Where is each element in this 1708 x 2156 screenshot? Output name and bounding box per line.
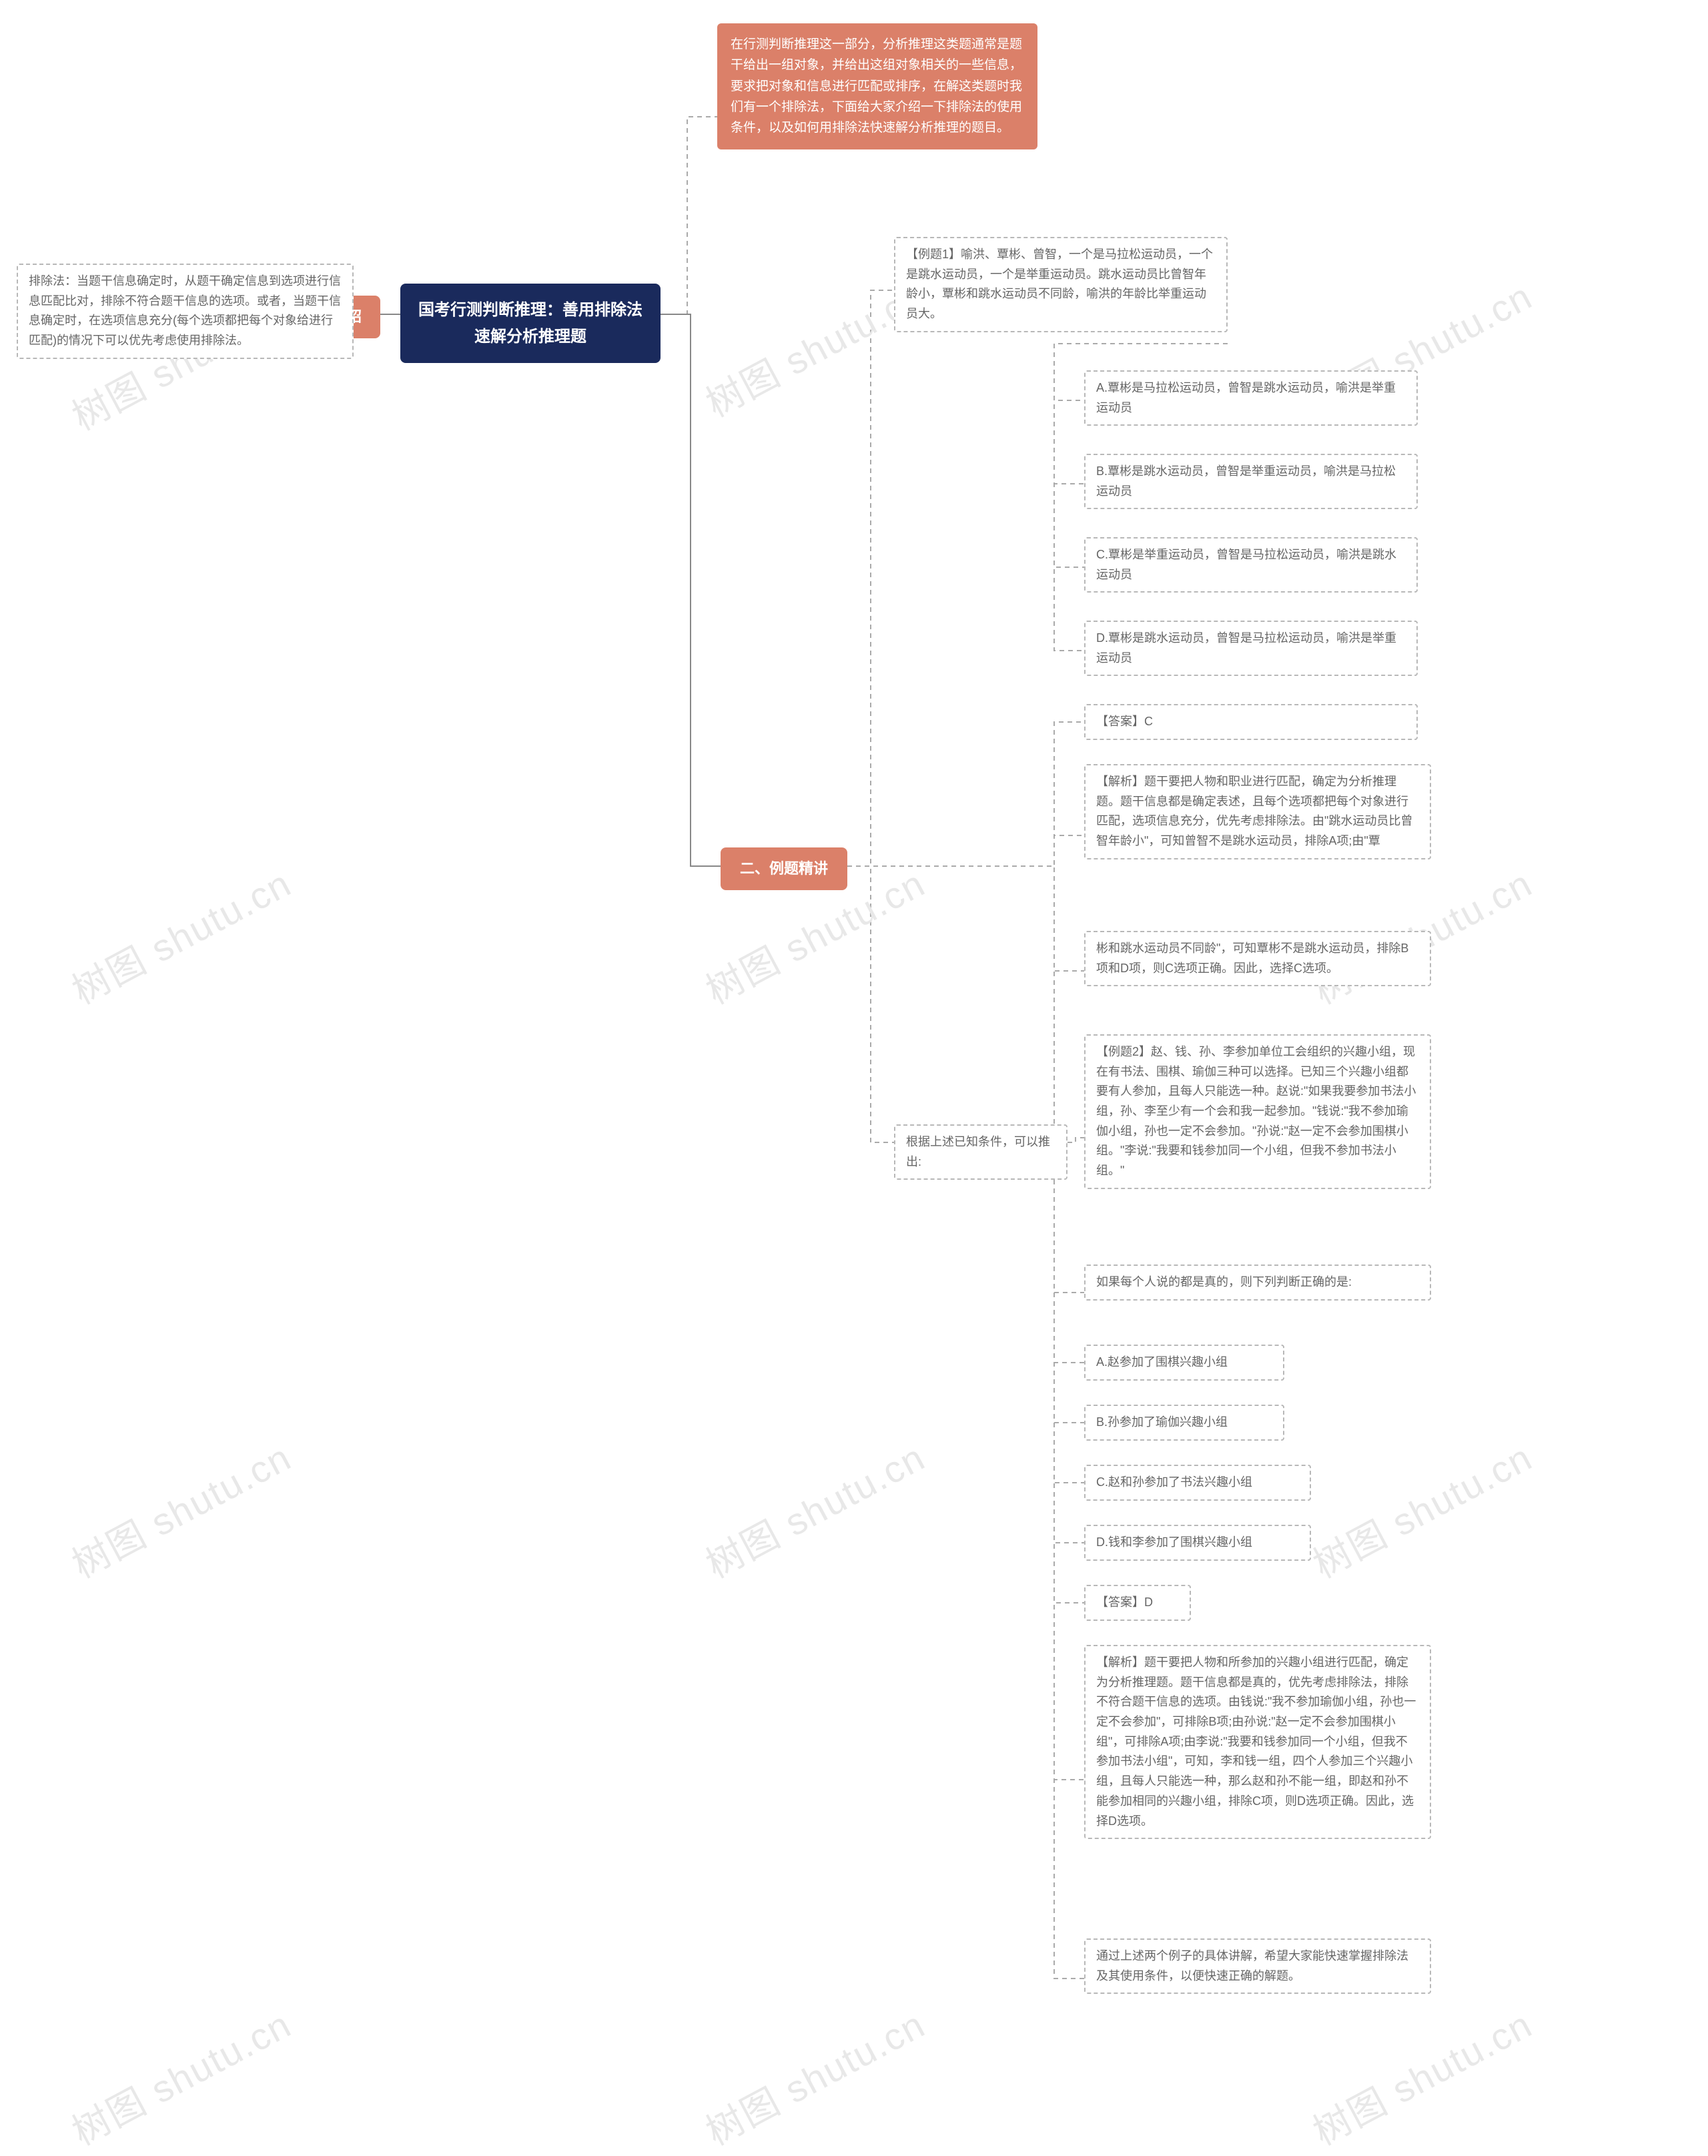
leaf-node[interactable]: 通过上述两个例子的具体讲解，希望大家能快速掌握排除法及其使用条件，以便快速正确的… xyxy=(1084,1938,1431,1994)
watermark: 树图 shutu.cn xyxy=(695,1995,933,2156)
leaf-node[interactable]: 【例题2】赵、钱、孙、李参加单位工会组织的兴趣小组，现在有书法、围棋、瑜伽三种可… xyxy=(1084,1034,1431,1189)
intro-node[interactable]: 在行测判断推理这一部分，分析推理这类题通常是题干给出一组对象，并给出这组对象相关… xyxy=(717,23,1037,149)
leaf-node[interactable]: 排除法：当题干信息确定时，从题干确定信息到选项进行信息匹配比对，排除不符合题干信… xyxy=(17,264,354,359)
watermark: 树图 shutu.cn xyxy=(1302,1428,1541,1589)
watermark: 树图 shutu.cn xyxy=(61,1995,300,2156)
leaf-node[interactable]: 【解析】题干要把人物和职业进行匹配，确定为分析推理题。题干信息都是确定表述，且每… xyxy=(1084,764,1431,859)
branch-node[interactable]: 二、例题精讲 xyxy=(721,847,847,890)
watermark: 树图 shutu.cn xyxy=(695,1428,933,1589)
leaf-node[interactable]: 【答案】D xyxy=(1084,1585,1191,1621)
leaf-node[interactable]: A.覃彬是马拉松运动员，曾智是跳水运动员，喻洪是举重运动员 xyxy=(1084,370,1418,426)
watermark: 树图 shutu.cn xyxy=(61,854,300,1015)
leaf-node[interactable]: D.覃彬是跳水运动员，曾智是马拉松运动员，喻洪是举重运动员 xyxy=(1084,621,1418,676)
leaf-node[interactable]: 彬和跳水运动员不同龄"，可知覃彬不是跳水运动员，排除B项和D项，则C选项正确。因… xyxy=(1084,931,1431,986)
leaf-node[interactable]: 【答案】C xyxy=(1084,704,1418,740)
watermark: 树图 shutu.cn xyxy=(61,1428,300,1589)
leaf-node[interactable]: C.赵和孙参加了书法兴趣小组 xyxy=(1084,1465,1311,1501)
root-node[interactable]: 国考行测判断推理：善用排除法速解分析推理题 xyxy=(400,284,661,363)
leaf-node[interactable]: 如果每个人说的都是真的，则下列判断正确的是: xyxy=(1084,1265,1431,1301)
leaf-node[interactable]: C.覃彬是举重运动员，曾智是马拉松运动员，喻洪是跳水运动员 xyxy=(1084,537,1418,593)
leaf-node[interactable]: 【例题1】喻洪、覃彬、曾智，一个是马拉松运动员，一个是跳水运动员，一个是举重运动… xyxy=(894,237,1228,332)
leaf-node[interactable]: D.钱和李参加了围棋兴趣小组 xyxy=(1084,1525,1311,1561)
leaf-node[interactable]: 根据上述已知条件，可以推出: xyxy=(894,1124,1068,1180)
leaf-node[interactable]: B.覃彬是跳水运动员，曾智是举重运动员，喻洪是马拉松运动员 xyxy=(1084,454,1418,509)
leaf-node[interactable]: A.赵参加了围棋兴趣小组 xyxy=(1084,1345,1284,1381)
leaf-node[interactable]: B.孙参加了瑜伽兴趣小组 xyxy=(1084,1405,1284,1441)
watermark: 树图 shutu.cn xyxy=(1302,1995,1541,2156)
leaf-node[interactable]: 【解析】题干要把人物和所参加的兴趣小组进行匹配，确定为分析推理题。题干信息都是真… xyxy=(1084,1645,1431,1839)
